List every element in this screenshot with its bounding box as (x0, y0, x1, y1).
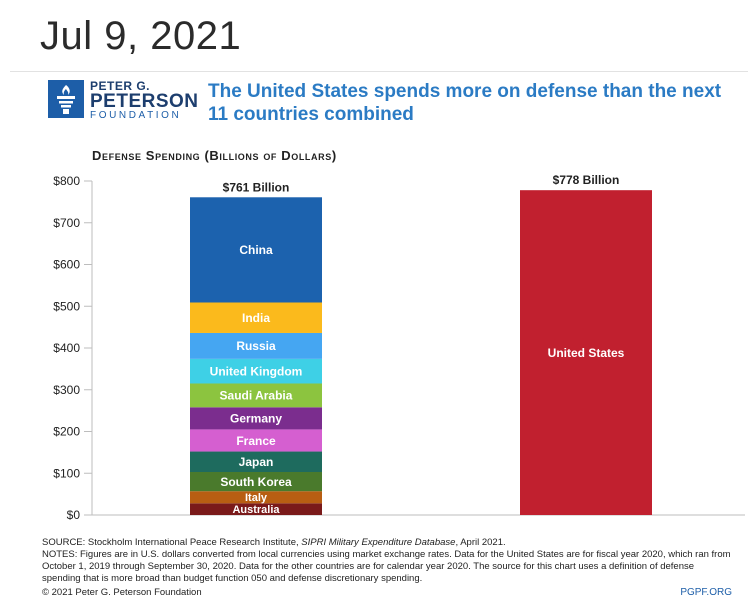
y-tick-label: $600 (53, 258, 80, 272)
logo-line-1: PETER G. (90, 79, 151, 93)
bar-total-label: $761 Billion (223, 180, 290, 194)
y-tick-label: $400 (53, 341, 80, 355)
segment-label: Saudi Arabia (220, 389, 293, 403)
segment-label: Japan (239, 455, 274, 469)
date-heading: Jul 9, 2021 (40, 14, 242, 58)
segment-label: Italy (245, 492, 268, 504)
copyright: © 2021 Peter G. Peterson Foundation (42, 587, 202, 598)
source-suffix: , April 2021. (455, 537, 506, 548)
y-tick-label: $100 (53, 466, 80, 480)
bar-segment-united-kingdom (190, 358, 322, 384)
bar-segment-japan (190, 451, 322, 472)
y-tick-label: $500 (53, 299, 80, 313)
bar-segment-russia (190, 332, 322, 359)
bar-segment-china (190, 197, 322, 303)
segment-label: Russia (236, 339, 276, 353)
bar-segment-france (190, 429, 322, 452)
bar-segment-australia (190, 503, 322, 515)
torch-icon (48, 80, 84, 118)
bar-segment-italy (190, 491, 322, 504)
y-tick-label: $300 (53, 383, 80, 397)
segment-label: South Korea (220, 475, 292, 489)
segment-label: Germany (230, 412, 282, 426)
source-prefix: SOURCE: Stockholm International Peace Re… (42, 537, 302, 548)
segment-label: Australia (232, 504, 280, 516)
segment-label: China (239, 243, 273, 257)
peterson-foundation-logo: PETER G. PETERSON FOUNDATION (48, 80, 198, 122)
y-tick-label: $0 (67, 508, 81, 522)
bar-segment-india (190, 302, 322, 333)
y-tick-label: $700 (53, 216, 80, 230)
bar-segment-united-states (520, 190, 652, 515)
header-divider (10, 71, 748, 72)
chart-title: Defense Spending (Billions of Dollars) (92, 148, 337, 163)
source-database: SIPRI Military Expenditure Database (301, 537, 456, 548)
bar-segment-saudi-arabia (190, 383, 322, 408)
site-link[interactable]: PGPF.ORG (680, 587, 732, 598)
y-tick-label: $800 (53, 174, 80, 188)
source-line: SOURCE: Stockholm International Peace Re… (42, 537, 732, 549)
y-tick-label: $200 (53, 425, 80, 439)
bar-segment-germany (190, 407, 322, 430)
logo-line-3: FOUNDATION (90, 110, 182, 121)
logo-line-2: PETERSON (90, 91, 199, 112)
defense-spending-chart: $0 $100 $200 $300 $400 $500 $600 $700 $800 Austra… (53, 173, 745, 522)
segment-label: United States (548, 346, 625, 360)
bar-segment-south-korea (190, 471, 322, 492)
chart-headline: The United States spends more on defense… (208, 81, 722, 125)
bar-total-label: $778 Billion (553, 173, 620, 187)
source-notes: SOURCE: Stockholm International Peace Re… (42, 537, 732, 585)
segment-label: France (236, 434, 276, 448)
notes-text: NOTES: Figures are in U.S. dollars conve… (42, 549, 731, 584)
segment-label: India (242, 311, 270, 325)
segment-label: United Kingdom (210, 364, 303, 378)
